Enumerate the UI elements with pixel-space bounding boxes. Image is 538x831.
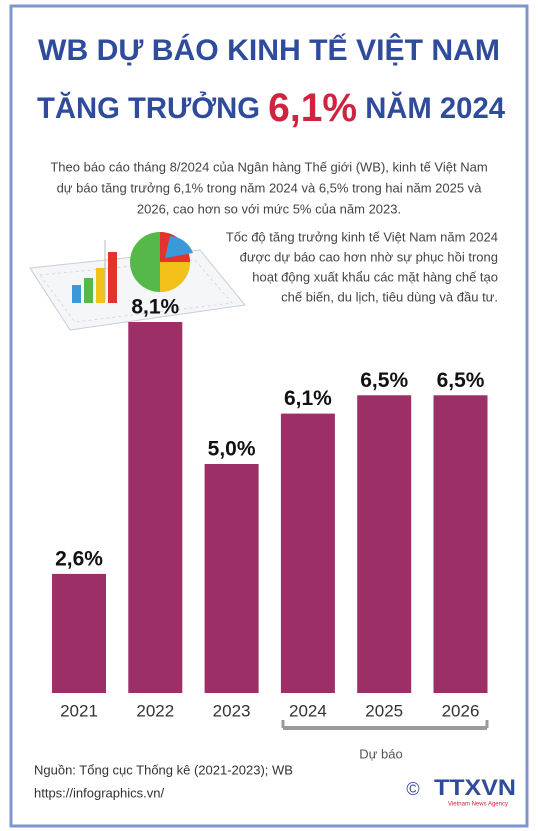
bar bbox=[357, 395, 412, 693]
title-part: TĂNG TRƯỞNG bbox=[37, 91, 260, 125]
title-line-1: WB DỰ BÁO KINH TẾ VIỆT NAM bbox=[38, 33, 500, 67]
x-tick-label: 2023 bbox=[213, 701, 251, 720]
value-label: 8,1% bbox=[131, 296, 179, 319]
note-line: Tốc độ tăng trưởng kinh tế Việt Nam năm … bbox=[226, 229, 498, 244]
value-label: 2,6% bbox=[55, 547, 103, 570]
value-label: 5,0% bbox=[208, 438, 256, 461]
note-line: được dự báo cao hơn nhờ sự phục hồi tron… bbox=[240, 249, 498, 264]
title-part: NĂM 2024 bbox=[365, 91, 505, 125]
chart-area: 2,6% 2021 8,1% 2022 5,0% 2023 6,1% 2024 6,5% 2025… bbox=[52, 296, 488, 720]
description-line: 2026, cao hơn so với mức 5% của năm 2023… bbox=[137, 201, 401, 216]
x-tick-label: 2021 bbox=[60, 701, 98, 720]
x-tick-label: 2022 bbox=[136, 701, 174, 720]
bar bbox=[52, 573, 106, 693]
bar bbox=[128, 322, 183, 693]
description-line: dự báo tăng trưởng 6,1% trong năm 2024 v… bbox=[57, 180, 483, 195]
logo: TTXVN bbox=[434, 775, 516, 800]
decoration bbox=[29, 232, 246, 331]
bar bbox=[433, 395, 488, 693]
note-line: chế biến, du lịch, tiêu dùng và đầu tư. bbox=[281, 289, 498, 304]
title-line-2: TĂNG TRƯỞNG 6,1% NĂM 2024 bbox=[37, 86, 505, 130]
forecast-annotation: Dự báo bbox=[359, 746, 402, 761]
value-label: 6,1% bbox=[284, 387, 332, 410]
value-label: 6,5% bbox=[437, 369, 485, 392]
value-label: 6,5% bbox=[360, 369, 408, 392]
x-tick-label: 2025 bbox=[365, 701, 403, 720]
title-highlight: 6,1% bbox=[268, 86, 357, 130]
copyright: © bbox=[406, 779, 419, 799]
logo-subtitle: Vietnam News Agency bbox=[448, 802, 508, 808]
source: Nguồn: Tổng cục Thống kê (2021-2023); WB bbox=[34, 762, 293, 777]
bar bbox=[204, 463, 259, 693]
x-tick-label: 2026 bbox=[442, 701, 480, 720]
description-line: Theo báo cáo tháng 8/2024 của Ngân hàng … bbox=[50, 159, 487, 174]
bar bbox=[280, 413, 335, 693]
source-url: https://infographics.vn/ bbox=[34, 785, 164, 800]
note-line: hoạt động xuất khẩu các mặt hàng chế tạo bbox=[252, 269, 498, 284]
x-tick-label: 2024 bbox=[289, 701, 327, 720]
